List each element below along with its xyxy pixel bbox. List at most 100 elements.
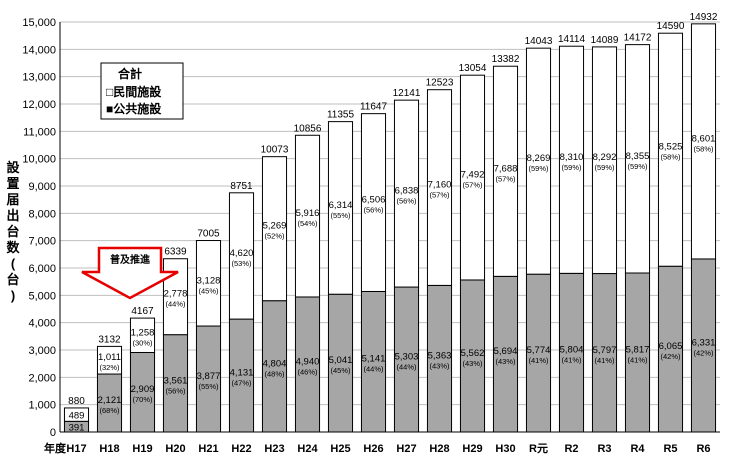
bar-segment-private xyxy=(63,407,90,422)
public-pct-label: (48%) xyxy=(264,369,285,378)
y-tick-label: 8,000 xyxy=(28,208,56,220)
y-tick-label: 14,000 xyxy=(22,44,56,56)
total-label: 7005 xyxy=(197,229,220,240)
public-pct-label: (45%) xyxy=(330,366,351,375)
private-value-label: 1,011 xyxy=(98,352,121,363)
public-value-label: 3,877 xyxy=(197,371,221,382)
total-label: 8751 xyxy=(230,181,253,192)
x-tick-label: R4 xyxy=(630,443,645,455)
private-pct-label: (32%) xyxy=(99,363,120,372)
total-label: 14932 xyxy=(690,12,718,23)
bar-segment-private xyxy=(624,44,651,274)
private-pct-label: (53%) xyxy=(231,259,252,268)
public-value-label: 4,804 xyxy=(263,358,287,369)
total-label: 14172 xyxy=(624,33,652,44)
private-value-label: 6,314 xyxy=(329,200,353,211)
public-pct-label: (68%) xyxy=(99,406,120,415)
x-tick-label: R5 xyxy=(663,443,677,455)
y-tick-label: 9,000 xyxy=(28,181,56,193)
public-value-label: 3,561 xyxy=(164,375,188,386)
private-value-label: 7,492 xyxy=(461,170,485,181)
y-tick-label: 1,000 xyxy=(28,400,56,412)
public-pct-label: (43%) xyxy=(429,362,450,371)
bar-segment-public xyxy=(657,265,684,433)
bar-segment-private xyxy=(261,156,288,302)
y-axis-label-char: 置 xyxy=(6,176,19,191)
y-tick-label: 12,000 xyxy=(22,99,56,111)
bar-segment-private xyxy=(129,317,156,353)
y-tick-label: 11,000 xyxy=(23,126,56,138)
total-label: 6339 xyxy=(164,247,187,258)
x-tick-label: H27 xyxy=(396,443,416,455)
legend-title: 合計 xyxy=(118,66,142,81)
total-label: 10856 xyxy=(294,123,322,134)
bar-segment-public xyxy=(294,296,321,433)
public-pct-label: (41%) xyxy=(528,356,549,365)
bar-segment-private xyxy=(591,46,618,275)
bar-segment-public xyxy=(261,300,288,433)
public-pct-label: (44%) xyxy=(363,365,384,374)
y-tick-label: 0 xyxy=(50,427,56,439)
total-label: 3132 xyxy=(98,334,121,345)
private-pct-label: (54%) xyxy=(297,219,318,228)
public-pct-label: (44%) xyxy=(396,363,417,372)
x-tick-label: H23 xyxy=(264,443,284,455)
private-pct-label: (57%) xyxy=(429,191,450,200)
bar-segment-private xyxy=(327,121,354,295)
public-value-label: 6,065 xyxy=(659,341,683,352)
x-tick-label: H21 xyxy=(198,443,218,455)
public-value-label: 2,909 xyxy=(131,384,155,395)
private-pct-label: (30%) xyxy=(132,338,153,347)
total-label: 880 xyxy=(68,396,85,407)
total-label: 11647 xyxy=(360,102,388,113)
bar-segment-private xyxy=(360,113,387,292)
y-tick-label: 15,000 xyxy=(22,17,56,29)
private-value-label: 3,128 xyxy=(197,275,221,286)
total-label: 14590 xyxy=(657,21,685,32)
total-label: 10073 xyxy=(261,145,289,156)
x-tick-label: R2 xyxy=(564,443,578,455)
public-pct-label: (41%) xyxy=(627,356,648,365)
public-value-label: 5,363 xyxy=(428,351,452,362)
x-tick-label: H19 xyxy=(132,443,152,455)
public-pct-label: (55%) xyxy=(198,382,219,391)
x-tick-label: R3 xyxy=(597,443,611,455)
x-tick-label: H22 xyxy=(231,443,251,455)
y-tick-label: 3,000 xyxy=(28,345,56,357)
y-axis-label-char: 台 xyxy=(6,272,19,287)
bar-segment-private xyxy=(294,134,321,298)
total-label: 12141 xyxy=(393,88,421,99)
bar-segment-public xyxy=(393,286,420,433)
bar-segment-private xyxy=(228,192,255,320)
private-pct-label: (45%) xyxy=(198,286,219,295)
private-value-label: 8,601 xyxy=(692,133,716,144)
y-axis-label-char: 台 xyxy=(6,224,19,239)
private-pct-label: (57%) xyxy=(495,174,516,183)
y-axis-ticks: 0 1,000 2,000 3,000 4,000 5,000 6,000 7,000 8,00… xyxy=(22,17,56,439)
bar-segment-private xyxy=(690,23,717,260)
bar-segment-private xyxy=(96,345,123,375)
x-tick-label: H29 xyxy=(462,443,482,455)
x-tick-label: H30 xyxy=(495,443,515,455)
legend-box xyxy=(100,62,184,120)
public-pct-label: (41%) xyxy=(594,356,615,365)
bar-segment-private xyxy=(459,74,486,281)
bar-segment-public xyxy=(591,273,618,433)
y-tick-label: 4,000 xyxy=(28,318,56,330)
x-tick-label: H28 xyxy=(429,443,449,455)
y-axis-label-char: 出 xyxy=(6,208,19,223)
callout-arrow-shape xyxy=(81,246,179,300)
total-label: 12523 xyxy=(426,78,454,89)
public-pct-label: (43%) xyxy=(495,357,516,366)
private-pct-label: (44%) xyxy=(165,300,186,309)
private-value-label: 8,292 xyxy=(593,152,617,163)
y-tick-label: 13,000 xyxy=(22,72,56,84)
bar-segment-private xyxy=(492,65,519,277)
bar-segment-private xyxy=(558,45,585,274)
public-pct-label: (42%) xyxy=(693,348,714,357)
public-value-label: 5,817 xyxy=(626,345,650,356)
total-label: 14089 xyxy=(591,35,619,46)
y-axis-label-char: ( xyxy=(11,256,16,271)
